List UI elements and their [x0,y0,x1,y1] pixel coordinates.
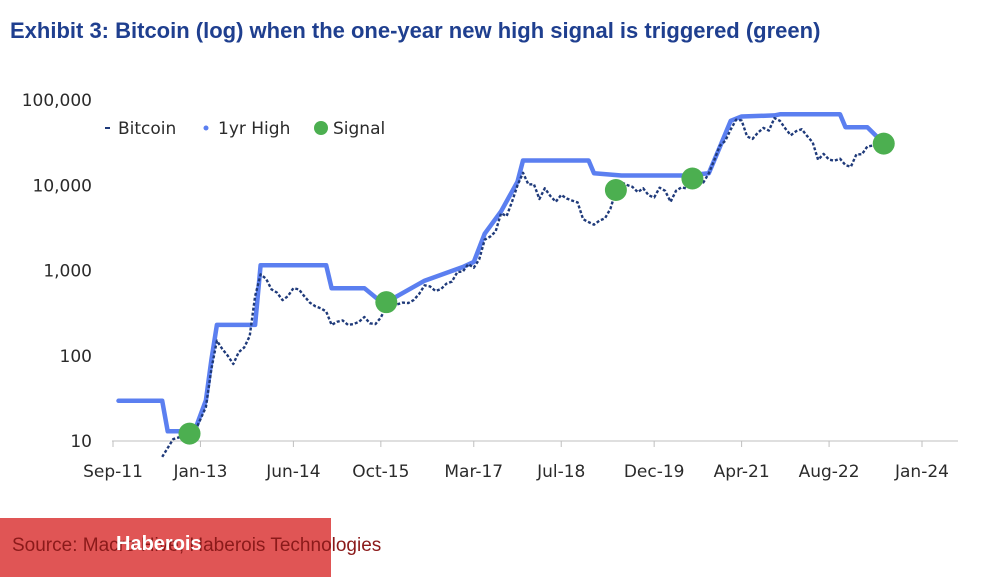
bitcoin-chart: 10 100 1,000 10,000 100,000 Sep-11 Jan-13 Jun-… [22,91,958,482]
x-tick-label: Jun-14 [265,462,320,482]
x-tick-label: Dec-19 [624,462,685,482]
signal-point [681,167,704,190]
source-box [0,518,331,577]
y-tick-label: 100,000 [22,91,92,111]
signal-point [375,291,398,314]
legend-high-label: 1yr High [218,119,290,139]
y-tick-label: 100 [60,347,92,367]
watermark-logo: Haberois [116,533,202,555]
x-tick-label: Sep-11 [83,462,143,482]
signal-point [604,178,627,201]
legend-signal-label: Signal [333,119,385,139]
y-axis: 10 100 1,000 10,000 100,000 [22,91,92,452]
series-1yr-high-line [116,112,886,434]
y-tick-label: 10 [70,432,92,452]
x-tick-label: Mar-17 [444,462,503,482]
x-axis: Sep-11 Jan-13 Jun-14 Oct-15 Mar-17 Jul-18 Dec-… [83,440,958,482]
series-1yr-high [116,112,886,434]
legend-high-swatch [203,125,209,131]
x-tick-label: Jul-18 [536,462,585,482]
x-tick-label: Jan-13 [172,462,227,482]
y-tick-label: 1,000 [43,262,92,282]
signal-point [178,422,201,445]
series-bitcoin [161,116,885,458]
x-tick-label: Jan-24 [894,462,949,482]
source-note: Source: Macro Hive, Haberois Technologie… [12,535,382,556]
x-tick-label: Oct-15 [352,462,409,482]
signal-point [872,132,895,155]
series-bitcoin-line [161,116,885,458]
x-tick-label: Aug-22 [799,462,860,482]
y-tick-label: 10,000 [33,176,92,196]
legend-bitcoin-label: Bitcoin [118,119,176,139]
x-tick-label: Apr-21 [714,462,770,482]
legend-signal-swatch [314,121,328,135]
signal-markers [178,132,895,445]
legend: Bitcoin 1yr High Signal [105,119,385,139]
chart-title: Exhibit 3: Bitcoin (log) when the one-ye… [10,18,821,43]
